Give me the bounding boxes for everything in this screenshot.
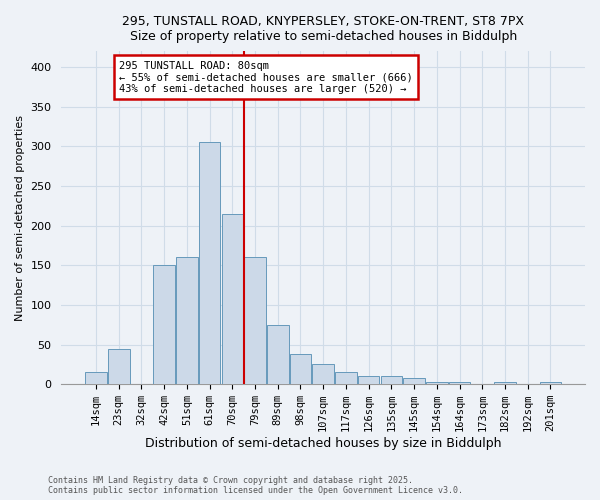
- Bar: [494, 382, 516, 384]
- Title: 295, TUNSTALL ROAD, KNYPERSLEY, STOKE-ON-TRENT, ST8 7PX
Size of property relativ: 295, TUNSTALL ROAD, KNYPERSLEY, STOKE-ON…: [122, 15, 524, 43]
- Bar: [403, 378, 425, 384]
- Bar: [380, 376, 402, 384]
- Bar: [199, 142, 220, 384]
- Bar: [358, 376, 379, 384]
- Bar: [154, 266, 175, 384]
- Bar: [449, 382, 470, 384]
- Bar: [221, 214, 243, 384]
- Bar: [85, 372, 107, 384]
- Bar: [426, 382, 448, 384]
- Bar: [290, 354, 311, 384]
- Bar: [244, 258, 266, 384]
- Bar: [335, 372, 357, 384]
- Bar: [176, 258, 197, 384]
- X-axis label: Distribution of semi-detached houses by size in Biddulph: Distribution of semi-detached houses by …: [145, 437, 502, 450]
- Bar: [313, 364, 334, 384]
- Text: Contains HM Land Registry data © Crown copyright and database right 2025.
Contai: Contains HM Land Registry data © Crown c…: [48, 476, 463, 495]
- Text: 295 TUNSTALL ROAD: 80sqm
← 55% of semi-detached houses are smaller (666)
43% of : 295 TUNSTALL ROAD: 80sqm ← 55% of semi-d…: [119, 60, 412, 94]
- Bar: [539, 382, 561, 384]
- Y-axis label: Number of semi-detached properties: Number of semi-detached properties: [15, 114, 25, 320]
- Bar: [267, 324, 289, 384]
- Bar: [108, 348, 130, 384]
